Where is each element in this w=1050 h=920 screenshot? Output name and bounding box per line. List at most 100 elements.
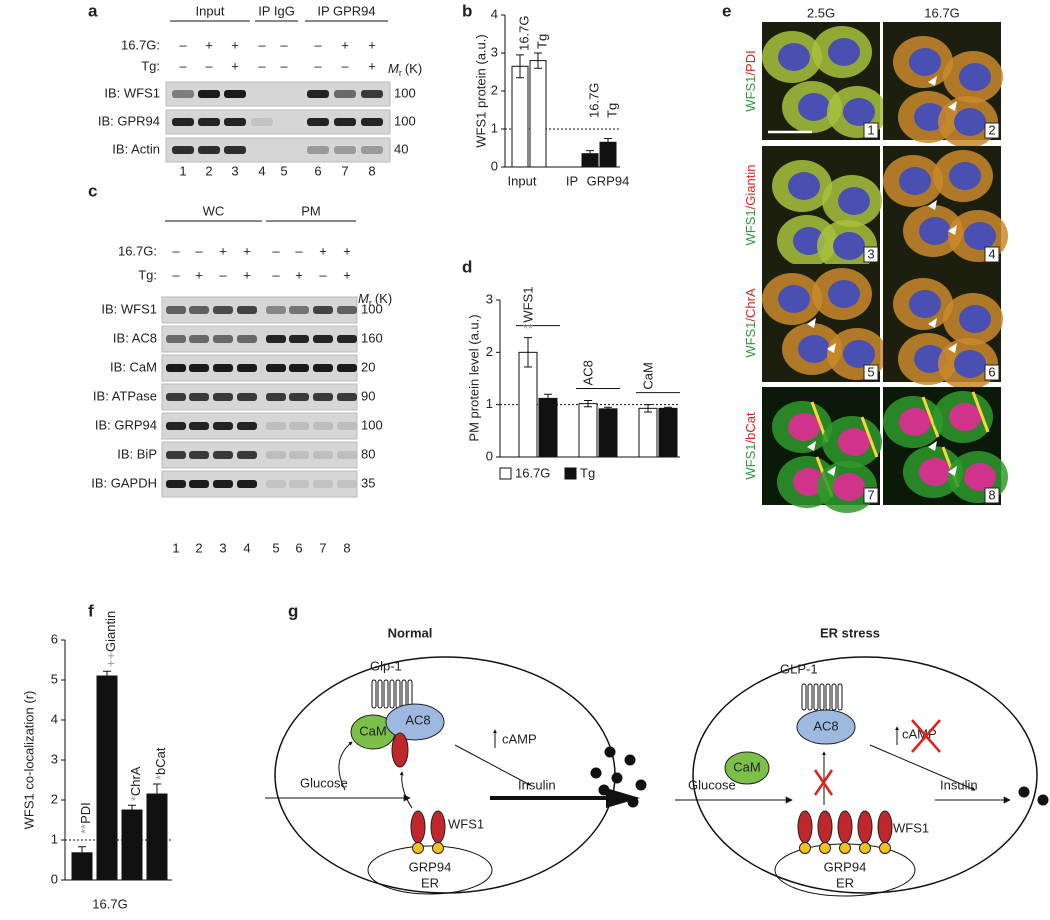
blot-band — [213, 335, 233, 343]
panel-letter: e — [722, 1, 731, 20]
wfs1-label: WFS1 — [448, 816, 484, 831]
arrow — [869, 744, 976, 791]
receptor-label: GLP-1 — [780, 661, 818, 676]
blot-band — [213, 422, 233, 430]
er-label: ER — [836, 875, 854, 890]
bar-label: Tg — [604, 103, 619, 118]
y-tick-label: 3 — [51, 751, 58, 766]
cam-label: CaM — [733, 759, 760, 774]
bar — [518, 351, 538, 458]
blot-label: IB: AC8 — [113, 330, 157, 345]
y-tick-label: 0 — [486, 448, 493, 463]
arrowhead — [928, 318, 937, 328]
mr-label: Mr (K) — [388, 61, 422, 78]
y-tick-label: 0 — [51, 871, 58, 886]
image-number: 5 — [867, 364, 874, 379]
panel-letter: g — [288, 601, 298, 620]
blot-band — [237, 422, 257, 430]
condition-sign: + — [343, 243, 351, 258]
blot-band — [289, 422, 309, 430]
insulin-granule — [1037, 794, 1049, 806]
arrow — [399, 771, 413, 809]
ac8-label: AC8 — [405, 712, 430, 727]
blot-band — [166, 393, 186, 401]
number-box — [984, 246, 1000, 263]
grp94-protein — [412, 842, 424, 854]
blot-band — [289, 364, 309, 372]
insulin-granule — [1018, 786, 1030, 798]
ac8 — [385, 703, 445, 741]
nucleus — [793, 468, 825, 496]
blot-band — [251, 118, 273, 126]
blot-band — [189, 306, 209, 314]
blot-band — [337, 364, 357, 372]
blot-band — [166, 306, 186, 314]
mr-label: Mr (K) — [358, 291, 392, 308]
bar-label: 16.7G — [516, 15, 531, 50]
nucleus — [828, 38, 860, 66]
number-box — [863, 487, 879, 504]
legend-swatch — [499, 467, 512, 480]
blot-band — [334, 118, 356, 126]
significance: ** — [523, 321, 533, 336]
nucleus — [798, 335, 830, 363]
condition-sign: – — [219, 267, 227, 282]
bar-label: *bCat — [153, 747, 168, 780]
molecular-weight: 90 — [361, 388, 375, 403]
condition-sign: – — [341, 58, 349, 73]
blot-band — [361, 90, 383, 98]
blot-band — [313, 451, 333, 459]
receptor-label: Glp-1 — [370, 658, 402, 673]
y-tick-label: 2 — [491, 82, 498, 97]
molecular-weight: 100 — [361, 417, 383, 432]
condition-sign: + — [243, 267, 251, 282]
bar — [598, 408, 618, 458]
blot-band — [313, 335, 333, 343]
legend-label: Tg — [580, 465, 595, 480]
diagram-title: ER stress — [820, 625, 880, 640]
blot-band — [237, 451, 257, 459]
blot-band — [213, 393, 233, 401]
y-tick-label: 2 — [486, 344, 493, 359]
condition-sign: – — [172, 243, 180, 258]
blot-band — [237, 480, 257, 488]
error-bar — [604, 138, 612, 147]
marker-label: WFS1 — [743, 322, 758, 358]
bar — [96, 675, 118, 881]
junction — [921, 396, 940, 438]
arrowhead — [928, 76, 937, 86]
nucleus — [949, 403, 981, 431]
nucleus — [949, 162, 981, 190]
condition-sign: – — [179, 58, 187, 73]
condition-sign: – — [258, 37, 266, 52]
nucleus — [899, 408, 931, 436]
blot-band — [337, 306, 357, 314]
junction — [860, 416, 879, 458]
y-tick-label: 0 — [491, 158, 498, 173]
blot-band — [266, 364, 286, 372]
condition-sign: + — [219, 243, 227, 258]
blot-band — [307, 118, 329, 126]
blot-band — [361, 146, 383, 154]
mr-unit: (K) — [405, 61, 422, 76]
marker-label: WFS1 — [743, 443, 758, 479]
blot-band — [213, 364, 233, 372]
y-tick-label: 4 — [51, 711, 58, 726]
blot-band — [289, 393, 309, 401]
condition-sign: – — [172, 267, 180, 282]
molecular-weight: 40 — [394, 141, 408, 156]
lane-number: 5 — [280, 163, 287, 178]
bar — [638, 407, 658, 458]
nucleus — [964, 222, 996, 250]
nucleus — [909, 48, 941, 76]
blot-label: IB: BiP — [117, 446, 157, 461]
blot-band — [289, 451, 309, 459]
blot-label: IB: Actin — [112, 141, 160, 156]
condition-sign: – — [314, 58, 322, 73]
blot-band — [224, 146, 246, 154]
blot-band — [213, 306, 233, 314]
condition-sign: + — [205, 37, 213, 52]
nucleus — [959, 63, 991, 91]
bar — [658, 407, 678, 458]
